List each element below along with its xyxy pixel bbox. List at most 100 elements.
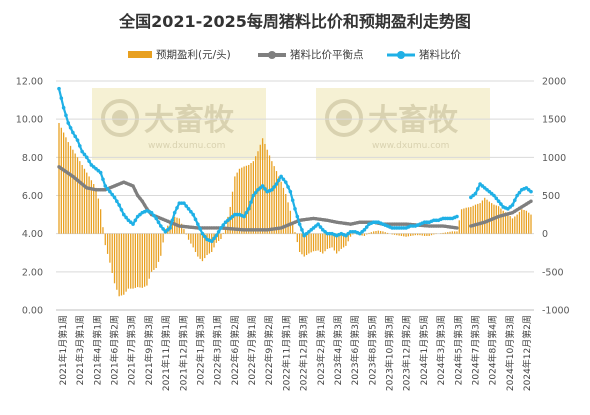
legend-marker-ratio — [397, 51, 405, 59]
ratio-point — [219, 226, 223, 230]
profit-bar — [380, 231, 381, 234]
profit-bar — [417, 234, 418, 236]
ratio-point — [157, 220, 161, 224]
profit-bar — [105, 234, 106, 245]
y-right-tick-label: 1500 — [542, 115, 566, 126]
profit-bar — [297, 234, 298, 242]
ratio-point — [64, 114, 68, 118]
ratio-point — [365, 225, 369, 229]
profit-bar — [218, 234, 219, 241]
y-left-tick-label: 0.00 — [22, 306, 43, 317]
x-tick-label: 2022年12月第3周 — [298, 315, 310, 391]
ratio-point — [184, 204, 188, 208]
ratio-point — [80, 150, 84, 154]
ratio-point — [120, 208, 124, 212]
profit-bar — [149, 234, 150, 279]
profit-bar — [68, 142, 69, 234]
y-right-tick-label: -500 — [542, 267, 564, 278]
ratio-point — [284, 180, 288, 184]
x-tick-label: 2021年9月第3周 — [143, 315, 155, 385]
profit-bar — [278, 176, 279, 233]
ratio-point — [242, 215, 246, 219]
profit-bar — [93, 184, 94, 234]
breakeven-point — [143, 203, 146, 206]
breakeven-point — [529, 200, 532, 203]
profit-bar — [426, 234, 427, 236]
x-tick-label: 2021年7月第3周 — [126, 315, 138, 385]
profit-bar — [320, 234, 321, 252]
ratio-point — [476, 187, 480, 191]
ratio-point — [117, 203, 121, 207]
ratio-point — [474, 192, 478, 196]
profit-bar — [128, 234, 129, 289]
ratio-point — [196, 222, 200, 226]
ratio-point — [182, 201, 186, 205]
profit-bar — [477, 204, 478, 234]
profit-bar — [408, 234, 409, 237]
profit-bar — [121, 234, 122, 296]
profit-bar — [280, 182, 281, 234]
breakeven-point — [455, 226, 458, 229]
profit-bar — [61, 128, 62, 234]
ratio-point — [194, 218, 198, 222]
y-right-tick-label: -1000 — [542, 306, 570, 317]
chart-title: 全国2021-2025每周猪料比价和预期盈利走势图 — [118, 12, 471, 31]
legend-label-breakeven: 猪料比价平衡点 — [290, 48, 364, 61]
ratio-point — [85, 156, 89, 160]
ratio-point — [152, 214, 156, 218]
profit-bar — [130, 234, 131, 289]
profit-bar — [63, 133, 64, 234]
legend-swatch-profit — [128, 51, 152, 58]
x-tick-label: 2024年10月第3周 — [504, 315, 516, 391]
ratio-point — [252, 194, 256, 198]
x-tick-label: 2022年7月第1周 — [246, 315, 258, 385]
profit-bar — [146, 234, 147, 286]
ratio-point — [455, 215, 459, 219]
x-tick-label: 2024年5月第3周 — [452, 315, 464, 385]
x-tick-label: 2022年11月第1周 — [280, 315, 292, 391]
profit-bar — [364, 234, 365, 236]
ratio-point — [513, 198, 517, 202]
watermark-brand: 大畜牧 — [368, 103, 459, 138]
ratio-point — [529, 190, 533, 194]
x-tick-label: 2021年3月第1周 — [74, 315, 86, 385]
profit-bar — [137, 234, 138, 287]
ratio-point — [221, 223, 225, 227]
profit-bar — [516, 215, 517, 234]
x-tick-label: 2021年1月第1周 — [57, 315, 69, 385]
profit-bar — [429, 234, 430, 236]
profit-bar — [202, 234, 203, 261]
y-left-tick-label: 6.00 — [22, 191, 43, 202]
profit-bar — [58, 123, 59, 234]
ratio-point — [175, 206, 179, 210]
profit-bar — [514, 216, 515, 233]
profit-bar — [186, 234, 187, 235]
profit-bar — [507, 214, 508, 234]
ratio-point — [492, 194, 496, 198]
profit-bar — [470, 207, 471, 234]
ratio-point — [154, 217, 158, 221]
profit-bar — [95, 188, 96, 234]
profit-bar — [459, 220, 460, 233]
ratio-point — [131, 222, 135, 226]
profit-bar — [442, 233, 443, 234]
x-tick-label: 2023年2月第1周 — [315, 315, 327, 385]
ratio-point — [319, 225, 323, 229]
profit-bar — [498, 206, 499, 233]
profit-bar — [496, 205, 497, 233]
profit-bar — [112, 234, 113, 273]
ratio-point — [286, 185, 290, 189]
watermark-logo-dot — [336, 110, 352, 126]
profit-bar — [156, 234, 157, 268]
profit-bar — [299, 234, 300, 252]
ratio-point — [124, 216, 128, 220]
profit-bar — [209, 234, 210, 254]
x-tick-label: 2023年10月第3周 — [384, 315, 396, 391]
profit-bar — [246, 166, 247, 234]
profit-bar — [151, 234, 152, 272]
watermark-url: www.dxumu.com — [372, 141, 449, 151]
ratio-point — [189, 210, 193, 214]
ratio-point — [113, 196, 117, 200]
